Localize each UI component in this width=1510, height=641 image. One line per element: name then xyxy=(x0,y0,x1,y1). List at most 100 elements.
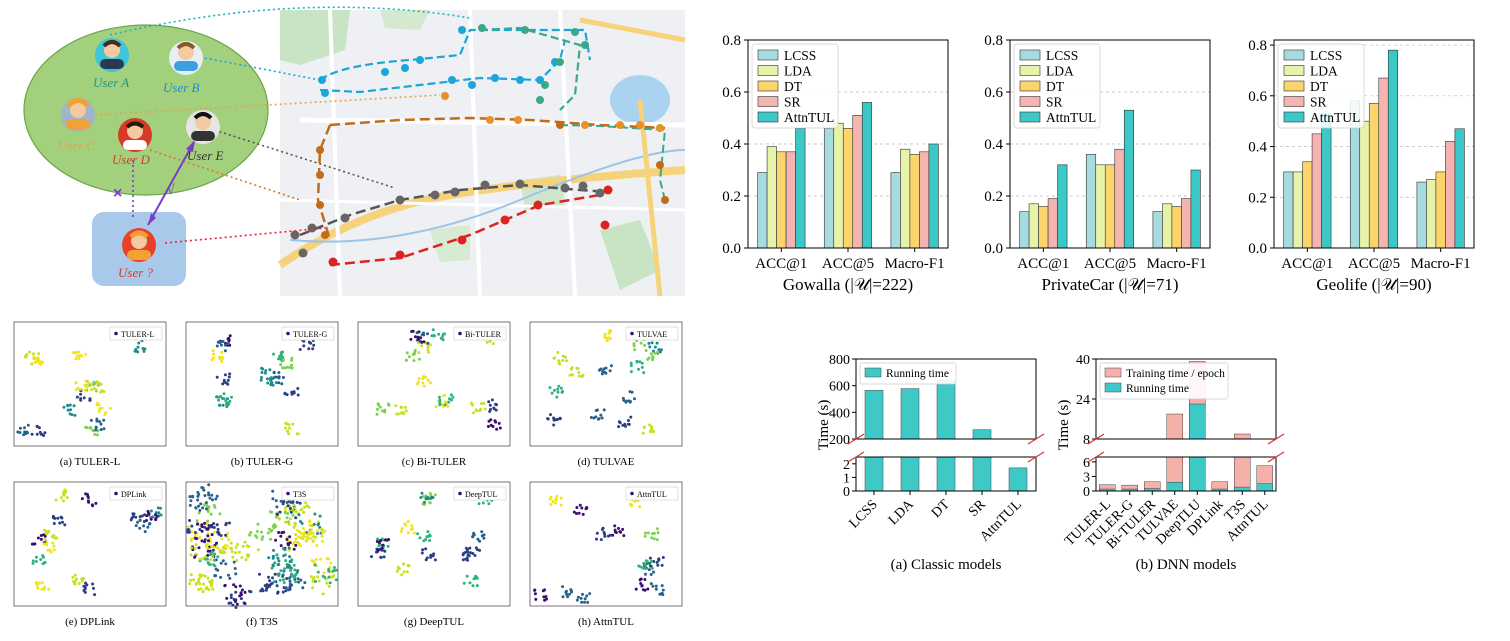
embedding-panel-tuler-g: TULER-G (b) TULER-G xyxy=(185,321,339,468)
user-e-avatar xyxy=(186,110,220,144)
bar-running-time-lcss-lower xyxy=(864,456,884,492)
embedding-point xyxy=(397,567,401,571)
embedding-point xyxy=(653,351,657,355)
embedding-point xyxy=(241,588,244,592)
embedding-point xyxy=(99,422,103,426)
embedding-panel-tuler-l: TULER-L (a) TULER-L xyxy=(13,321,167,468)
embedding-point xyxy=(423,500,426,504)
embedding-point xyxy=(424,558,428,562)
gowalla-chart: 0.0 0.2 0.4 0.6 0.8 ACC@1 ACC@5 Macro-F1 Gowalla… xyxy=(722,33,949,294)
bar-lda-acc-1 xyxy=(1028,203,1039,249)
x-tick-label-acc-1: ACC@1 xyxy=(1017,256,1069,272)
embedding-point xyxy=(565,592,569,596)
embedding-point xyxy=(317,579,321,583)
embedding-point xyxy=(241,544,245,548)
embedding-point xyxy=(230,550,234,554)
embedding-point xyxy=(281,574,285,578)
embedding-point xyxy=(586,600,590,604)
embedding-point xyxy=(207,483,211,487)
embedding-point xyxy=(481,501,485,505)
embedding-point xyxy=(421,495,425,498)
embedding-point xyxy=(478,539,482,543)
legend-label-lcss: LCSS xyxy=(1046,48,1078,63)
embedding-point xyxy=(211,555,215,559)
embedding-point xyxy=(552,423,556,427)
bar-running-time-tulvae-lower xyxy=(1166,482,1183,492)
embedding-point xyxy=(642,371,646,375)
embedding-point xyxy=(312,522,316,526)
embedding-point xyxy=(272,580,276,584)
y-tick-label: 0.4 xyxy=(722,137,741,153)
embedding-point xyxy=(431,328,435,332)
embedding-point xyxy=(286,429,290,433)
embedding-point xyxy=(637,367,640,371)
axis-break-mark xyxy=(847,451,865,463)
embedding-point xyxy=(482,402,486,405)
embedding-point xyxy=(30,432,34,436)
embedding-point xyxy=(290,358,294,362)
embedding-point xyxy=(654,584,658,588)
embedding-point xyxy=(77,582,81,585)
legend-label: AttnTUL xyxy=(637,490,667,499)
embedding-point xyxy=(97,409,101,413)
embedding-point xyxy=(581,373,585,377)
embedding-point xyxy=(633,499,637,503)
embedding-point xyxy=(291,501,295,504)
embedding-point xyxy=(376,537,380,541)
embedding-point xyxy=(417,330,421,334)
embedding-point xyxy=(189,539,193,543)
embedding-point xyxy=(283,511,287,515)
user-c-avatar xyxy=(61,98,95,132)
embedding-point xyxy=(45,543,49,547)
embedding-point xyxy=(270,566,274,570)
legend-label: DPLink xyxy=(121,490,146,499)
embedding-point xyxy=(36,586,40,590)
legend-label-lcss: LCSS xyxy=(1310,48,1342,63)
embedding-point xyxy=(233,600,237,603)
x-tick-label-macro-f1: Macro-F1 xyxy=(885,256,945,272)
embedding-point xyxy=(94,425,98,429)
embedding-point xyxy=(641,431,645,435)
embedding-point xyxy=(53,516,57,520)
bar-running-time-attntul-lower xyxy=(1256,483,1273,492)
embedding-point xyxy=(231,555,235,559)
bar-attntul-macro-f1 xyxy=(928,143,939,249)
embedding-point xyxy=(571,373,575,377)
embedding-point xyxy=(240,556,244,560)
embedding-point xyxy=(276,556,280,560)
embedding-grid: TULER-L (a) TULER-L TULER-G (b) TULER-G Bi-T… xyxy=(13,321,683,628)
embedding-point xyxy=(568,592,571,596)
embedding-point xyxy=(260,366,264,370)
embedding-point xyxy=(498,426,502,430)
embedding-point xyxy=(332,566,336,569)
embedding-point xyxy=(559,386,563,390)
embedding-point xyxy=(469,551,473,555)
embedding-point xyxy=(471,403,474,407)
embedding-point xyxy=(83,590,87,594)
embedding-point xyxy=(410,524,414,528)
embedding-point xyxy=(31,559,35,563)
embedding-point xyxy=(271,489,275,493)
embedding-point xyxy=(221,403,225,407)
legend-marker xyxy=(114,491,118,496)
embedding-point xyxy=(387,403,391,407)
embedding-point xyxy=(297,513,301,517)
embedding-point xyxy=(212,530,216,534)
embedding-point xyxy=(629,364,633,368)
bar-attntul-macro-f1 xyxy=(1454,128,1465,249)
embedding-point xyxy=(243,540,247,544)
embedding-point xyxy=(429,555,433,559)
embedding-point xyxy=(541,589,545,593)
embedding-point xyxy=(627,422,631,426)
embedding-point xyxy=(194,506,198,510)
embedding-point xyxy=(534,597,538,601)
embedding-point xyxy=(212,526,216,529)
embedding-point xyxy=(405,358,408,362)
legend-label-running-time: Running time xyxy=(886,368,949,380)
embedding-point xyxy=(216,568,220,572)
embedding-point xyxy=(600,372,604,376)
embedding-point xyxy=(653,345,657,349)
embedding-point xyxy=(210,493,214,497)
embedding-point xyxy=(648,556,652,560)
embedding-point xyxy=(224,562,228,566)
